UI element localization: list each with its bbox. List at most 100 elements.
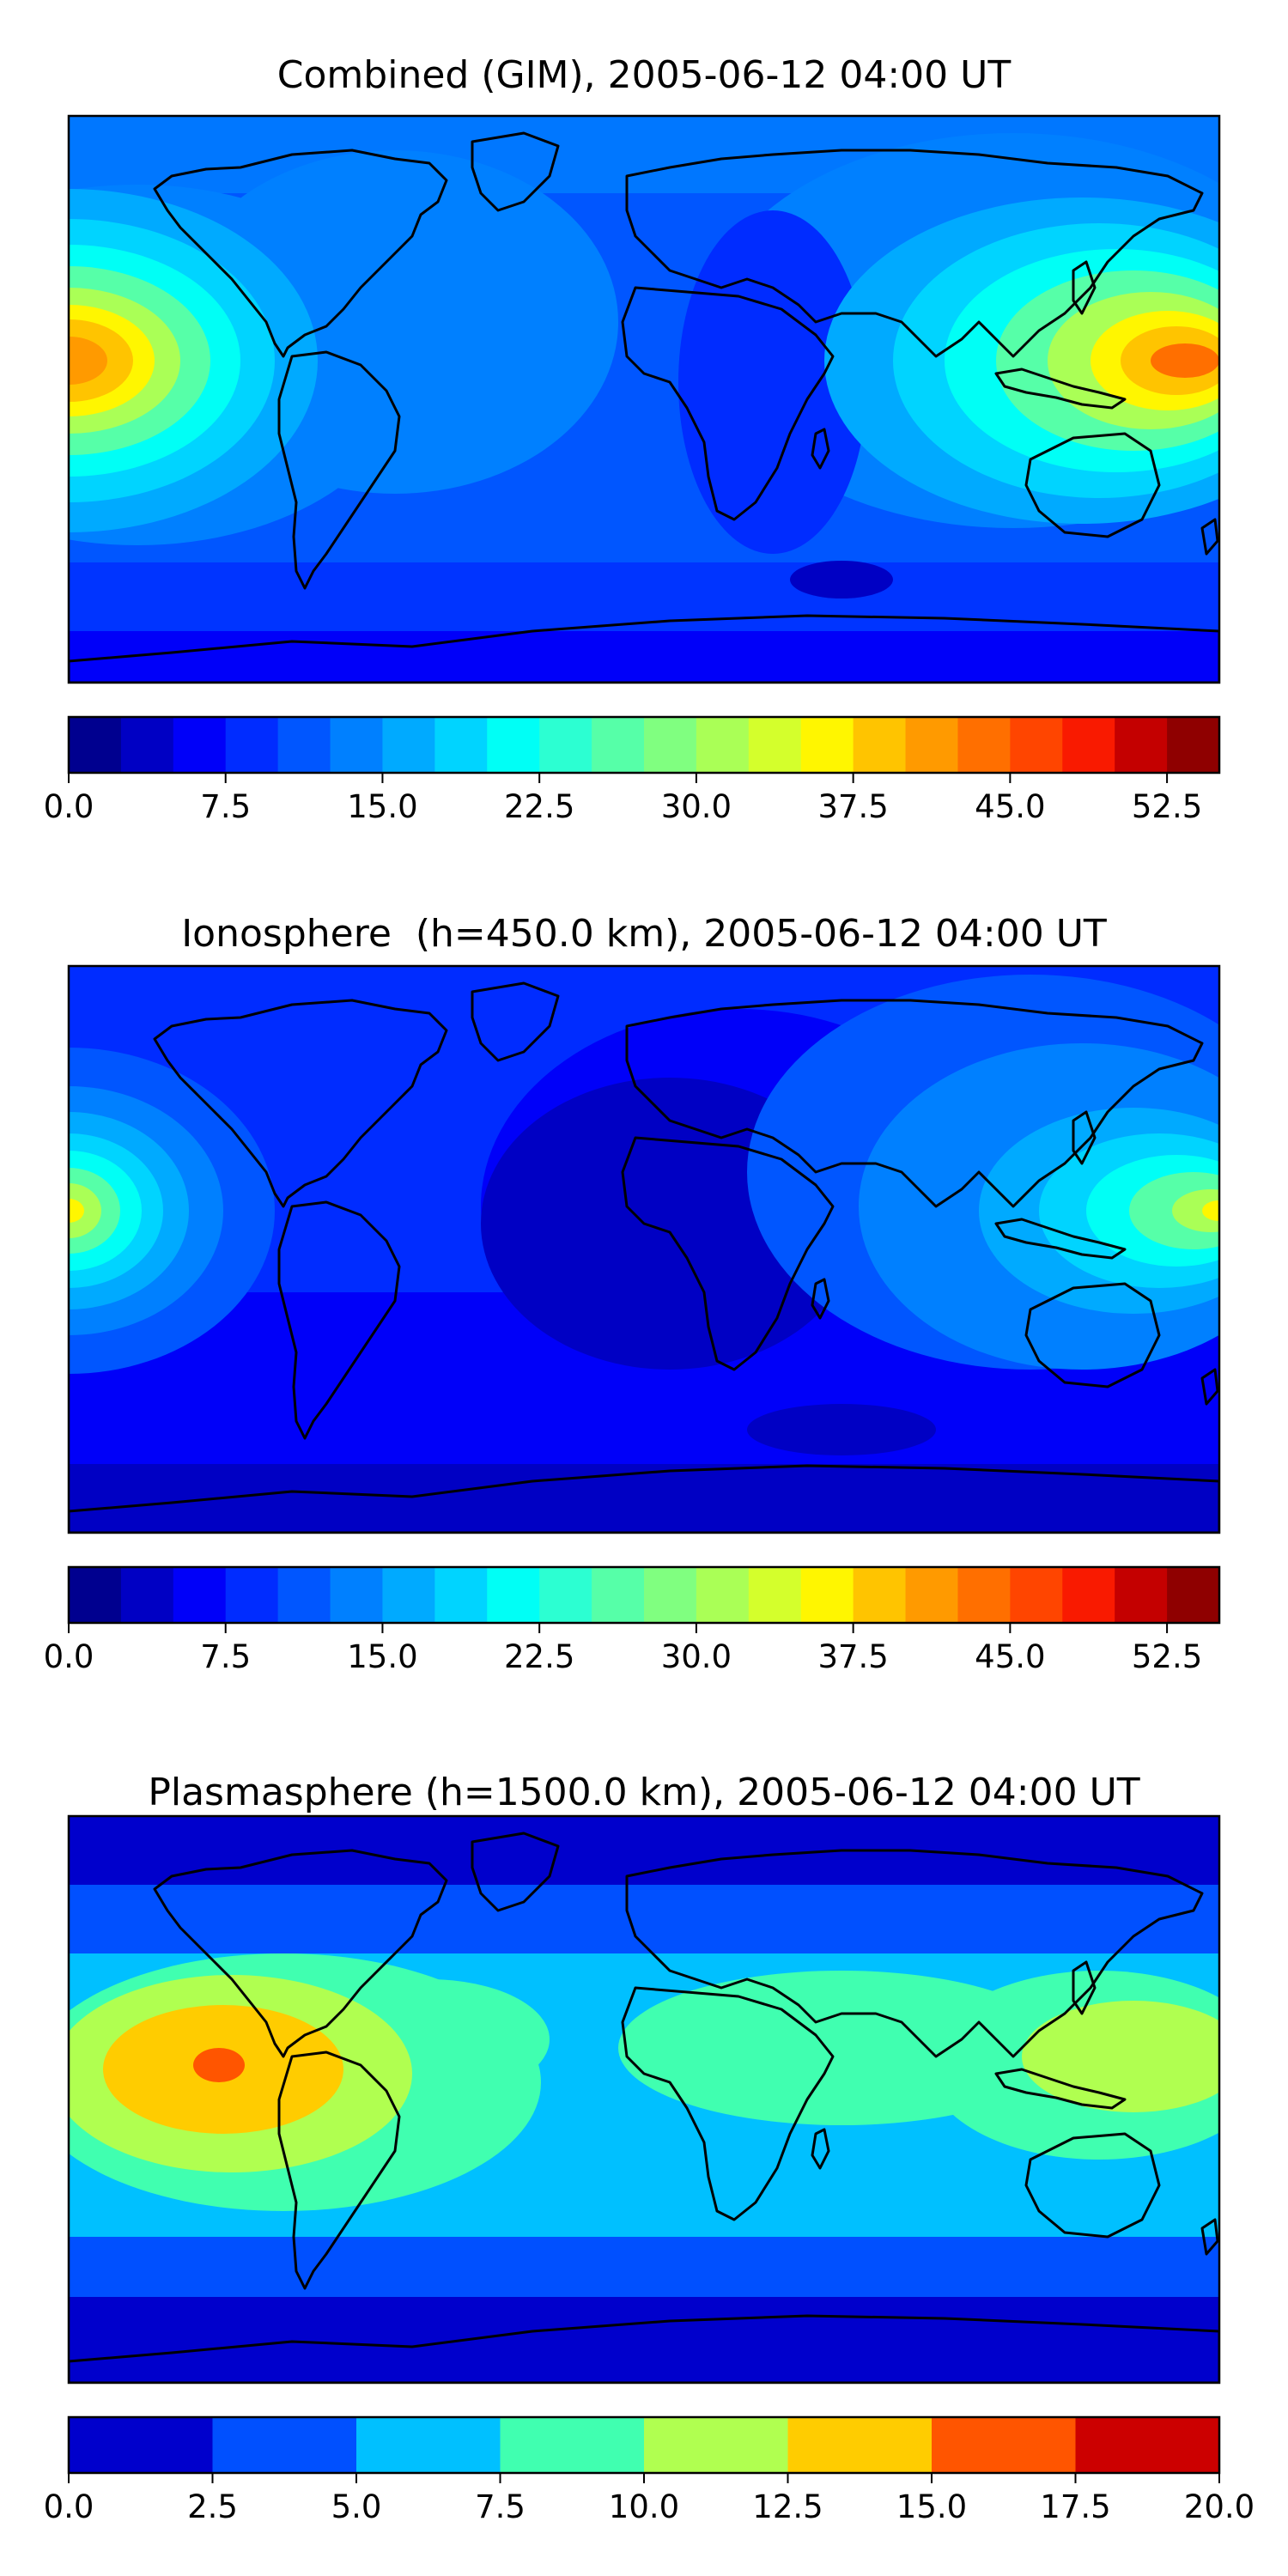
- panel-title-combined: Combined (GIM), 2005-06-12 04:00 UT: [276, 53, 1012, 97]
- colorbar-segment: [644, 2417, 788, 2473]
- colorbar-tick-label: 45.0: [975, 788, 1045, 825]
- contour-region: [1172, 1189, 1219, 1232]
- colorbar-segment: [932, 2417, 1076, 2473]
- contour-region: [1022, 2001, 1219, 2112]
- contour-band: [69, 631, 1219, 683]
- colorbar-segment: [957, 717, 1011, 773]
- colorbar-segment: [277, 1567, 331, 1623]
- colorbar-tick-label: 7.5: [200, 1638, 251, 1675]
- colorbar-tick-label: 2.5: [187, 2488, 238, 2525]
- colorbar-tick-label: 52.5: [1132, 1638, 1202, 1675]
- colorbar-segment: [1167, 1567, 1220, 1623]
- colorbar-segment: [853, 1567, 907, 1623]
- colorbar-tick-label: 20.0: [1184, 2488, 1255, 2525]
- colorbar-frame: [67, 715, 1221, 775]
- colorbar-segment: [696, 1567, 750, 1623]
- colorbar-segment: [69, 717, 122, 773]
- colorbar-tick-label: 45.0: [975, 1638, 1045, 1675]
- colorbar-segment: [487, 1567, 540, 1623]
- colorbar-segment: [957, 1567, 1011, 1623]
- colorbar-segment: [905, 1567, 958, 1623]
- colorbar-segment: [800, 717, 854, 773]
- colorbar-segment: [1010, 1567, 1063, 1623]
- colorbar-tick-label: 30.0: [661, 788, 732, 825]
- contour-region: [747, 1404, 936, 1455]
- colorbar-tick-label: 30.0: [661, 1638, 732, 1675]
- colorbar-segment: [1115, 717, 1168, 773]
- contour-region: [1202, 1200, 1219, 1221]
- colorbar-segment: [212, 2417, 357, 2473]
- colorbar-tick-label: 7.5: [200, 788, 251, 825]
- colorbar-segment: [225, 717, 279, 773]
- colorbar-tick-label: 37.5: [817, 788, 888, 825]
- map-frame: [67, 114, 1221, 684]
- colorbar-segment: [173, 717, 227, 773]
- map-plasmasphere: [67, 1814, 1221, 2385]
- colorbar-tick-label: 22.5: [504, 788, 574, 825]
- panel-title-ionosphere: Ionosphere (h=450.0 km), 2005-06-12 04:0…: [181, 912, 1107, 956]
- colorbar-segment: [853, 717, 907, 773]
- colorbar-segment: [382, 717, 435, 773]
- contour-region: [69, 337, 107, 385]
- contour-region: [1151, 343, 1219, 378]
- colorbar-tick-label: 0.0: [44, 1638, 94, 1675]
- colorbar-segment: [173, 1567, 227, 1623]
- colorbar-segment: [120, 717, 174, 773]
- colorbar-segment: [277, 717, 331, 773]
- colorbar-segment: [592, 717, 645, 773]
- contour-band: [69, 1464, 1219, 1533]
- colorbar-segment: [1010, 717, 1063, 773]
- colorbar-tick-label: 5.0: [331, 2488, 382, 2525]
- colorbar-segment: [487, 717, 540, 773]
- colorbar-tick-label: 37.5: [817, 1638, 888, 1675]
- colorbar-tick-label: 15.0: [347, 1638, 417, 1675]
- colorbar-segment: [748, 717, 802, 773]
- colorbar-segment: [356, 2417, 501, 2473]
- colorbar-segment: [500, 2417, 645, 2473]
- colorbar-segment: [644, 1567, 697, 1623]
- colorbar-segment: [1115, 1567, 1168, 1623]
- colorbar-segment: [434, 1567, 488, 1623]
- colorbar-segment: [1075, 2417, 1220, 2473]
- colorbar-segment: [644, 717, 697, 773]
- colorbar-tick-label: 0.0: [44, 788, 94, 825]
- colorbar-tick-label: 15.0: [347, 788, 417, 825]
- colorbar-segment: [696, 717, 750, 773]
- colorbar-segment: [225, 1567, 279, 1623]
- colorbar-ionosphere: 0.0 7.5 15.0 22.5 30.0 37.5 45.0 52.5: [44, 1565, 1221, 1675]
- colorbar-segment: [592, 1567, 645, 1623]
- colorbar-tick-label: 52.5: [1132, 788, 1202, 825]
- map-frame: [67, 1814, 1221, 2385]
- map-frame: [67, 964, 1221, 1534]
- contour-region: [790, 561, 893, 598]
- colorbar-segment: [905, 717, 958, 773]
- colorbar-segment: [1167, 717, 1220, 773]
- panel-title-plasmasphere: Plasmasphere (h=1500.0 km), 2005-06-12 0…: [148, 1771, 1140, 1814]
- colorbar-segment: [434, 717, 488, 773]
- colorbar-segment: [1062, 717, 1115, 773]
- colorbar-tick-label: 7.5: [475, 2488, 526, 2525]
- colorbar-segment: [800, 1567, 854, 1623]
- map-combined: [67, 114, 1221, 684]
- colorbar-segment: [69, 1567, 122, 1623]
- colorbar-segment: [539, 1567, 592, 1623]
- colorbar-segment: [787, 2417, 933, 2473]
- colorbar-segment: [330, 1567, 383, 1623]
- colorbar-tick-label: 22.5: [504, 1638, 574, 1675]
- colorbar-plasmasphere: 0.0 2.5 5.0 7.5 10.0 12.5 15.0 17.5 20.0: [44, 2415, 1255, 2525]
- colorbar-tick-label: 12.5: [752, 2488, 823, 2525]
- map-ionosphere: [67, 964, 1221, 1534]
- colorbar-segment: [382, 1567, 435, 1623]
- colorbar-segment: [330, 717, 383, 773]
- colorbar-segment: [539, 717, 592, 773]
- colorbar-segment: [120, 1567, 174, 1623]
- colorbar-segment: [1062, 1567, 1115, 1623]
- colorbar-combined: 0.0 7.5 15.0 22.5 30.0 37.5 45.0 52.5: [44, 715, 1221, 825]
- colorbar-segment: [748, 1567, 802, 1623]
- contour-region: [69, 1199, 84, 1223]
- colorbar-tick-label: 17.5: [1040, 2488, 1110, 2525]
- colorbar-tick-label: 10.0: [609, 2488, 679, 2525]
- colorbar-tick-label: 15.0: [896, 2488, 967, 2525]
- colorbar-segment: [69, 2417, 213, 2473]
